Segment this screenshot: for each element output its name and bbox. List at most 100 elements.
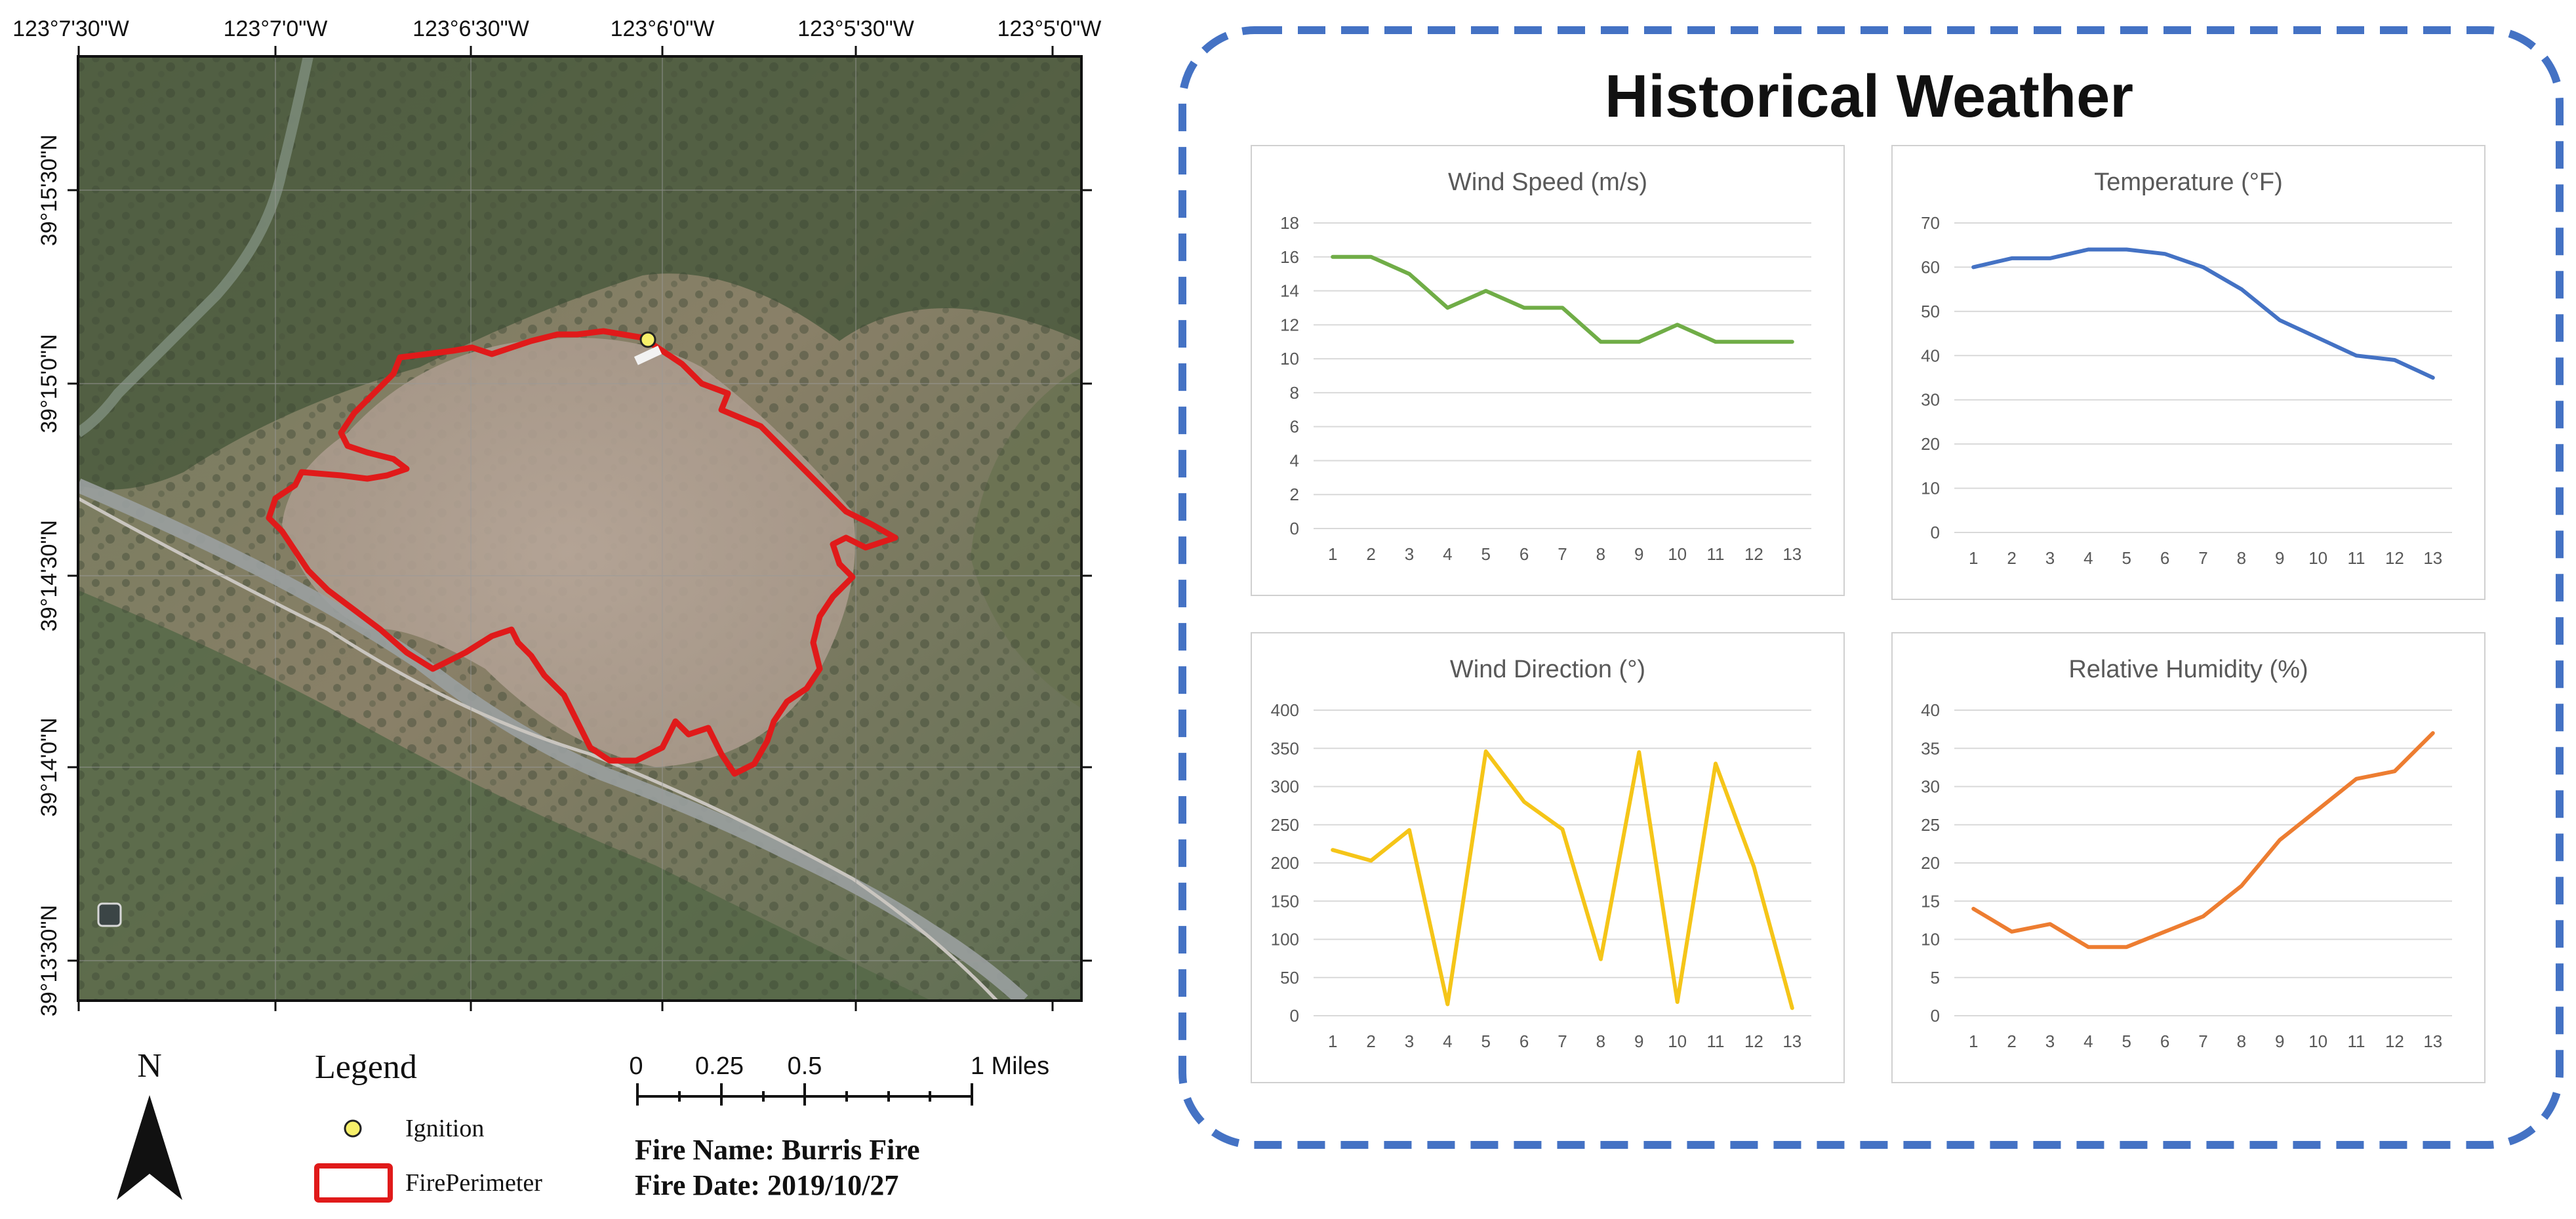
x-tick-label: 13 [1782,544,1801,564]
map-ticks [68,46,1092,1011]
y-tick-label: 25 [1921,815,1940,835]
lon-label: 123°7'30"W [12,16,129,41]
x-tick-label: 5 [1481,1031,1490,1051]
x-tick-label: 1 [1328,1031,1337,1051]
series-line [1331,254,1794,344]
perimeter-legend-label: FirePerimeter [405,1169,542,1197]
x-tick-label: 10 [1668,1031,1687,1051]
x-tick-label: 9 [1634,1031,1643,1051]
y-tick-label: 14 [1280,281,1299,301]
y-tick-label: 20 [1921,853,1940,873]
map-frame [77,55,1083,1002]
series-line [1971,247,2435,380]
chart-title: Wind Direction (°) [1450,656,1645,683]
y-tick-label: 0 [1931,1006,1940,1026]
x-tick-label: 3 [1405,1031,1414,1051]
x-tick-label: 1 [1969,548,1978,568]
y-tick-label: 70 [1921,213,1940,233]
lat-label: 39°15'30"N [37,134,62,246]
lon-label: 123°7'0"W [224,16,328,41]
x-tick-label: 11 [1707,1031,1725,1051]
y-tick-label: 16 [1280,247,1299,267]
series-line [1331,749,1794,1010]
ignition-point [639,331,656,348]
lat-label: 39°14'0"N [37,717,62,816]
scale-label: 0.25 [695,1052,744,1080]
lon-label: 123°6'0"W [611,16,715,41]
x-tick-label: 12 [2385,1031,2404,1051]
legend-title: Legend [315,1049,417,1086]
x-tick-label: 7 [2198,548,2207,568]
x-tick-label: 8 [2237,1031,2246,1051]
y-tick-label: 10 [1921,930,1940,949]
y-tick-label: 350 [1271,738,1299,758]
x-tick-label: 12 [1744,1031,1763,1051]
lat-label: 39°14'30"N [37,520,62,631]
y-tick-label: 400 [1271,700,1299,720]
x-tick-label: 5 [2122,1031,2131,1051]
scale-label: 0.5 [788,1052,822,1080]
lon-label: 123°5'0"W [997,16,1102,41]
y-tick-label: 30 [1921,777,1940,797]
lon-label: 123°6'30"W [413,16,529,41]
road [78,496,998,1001]
x-tick-label: 4 [1443,544,1452,564]
chart-title: Wind Speed (m/s) [1448,169,1647,196]
ignition-legend-icon [344,1119,362,1138]
x-tick-label: 2 [2007,548,2016,568]
panel-title: Historical Weather [1605,63,2133,130]
map: 123°7'30"W 123°7'0"W 123°6'30"W 123°6'0"… [12,16,1102,1203]
structure [634,346,662,365]
fire-perimeter [266,328,898,777]
chart-frame [1891,145,2485,600]
x-tick-label: 7 [1558,1031,1567,1051]
chart-title: Temperature (°F) [2094,169,2283,196]
creek-north [78,56,313,437]
scale-label: 0 [629,1052,643,1080]
chart-frame [1251,632,1845,1083]
x-tick-label: 7 [2198,1031,2207,1051]
x-tick-label: 2 [2007,1031,2016,1051]
y-tick-label: 30 [1921,390,1940,410]
x-tick-label: 10 [1668,544,1687,564]
chart-frame [1891,632,2485,1083]
y-tick-label: 6 [1290,417,1299,437]
x-tick-label: 3 [2045,548,2055,568]
x-tick-label: 8 [1596,544,1605,564]
x-tick-label: 13 [2423,1031,2442,1051]
y-tick-label: 150 [1271,891,1299,911]
x-tick-label: 6 [1519,544,1529,564]
x-tick-label: 6 [2160,548,2169,568]
x-tick-label: 10 [2308,548,2327,568]
y-tick-label: 35 [1921,738,1940,758]
x-tick-label: 8 [2237,548,2246,568]
lon-label: 123°5'30"W [797,16,914,41]
fire-date: Fire Date: 2019/10/27 [635,1169,898,1201]
y-tick-label: 0 [1290,1006,1299,1026]
x-tick-label: 9 [2275,548,2284,568]
y-tick-label: 50 [1280,968,1299,988]
x-tick-label: 4 [2083,1031,2093,1051]
north-label: N [137,1047,162,1085]
weather-panel-border [1178,26,2564,1149]
lat-label: 39°15'0"N [37,334,62,433]
x-tick-label: 8 [1596,1031,1605,1051]
x-tick-label: 13 [1782,1031,1801,1051]
x-tick-label: 9 [2275,1031,2284,1051]
burned-area [282,338,855,767]
river [78,478,1028,1001]
x-tick-label: 6 [2160,1031,2169,1051]
y-tick-label: 250 [1271,815,1299,835]
perimeter-legend-icon [314,1163,393,1203]
y-tick-label: 0 [1931,523,1940,542]
lat-label: 39°13'30"N [37,905,62,1016]
y-tick-label: 50 [1921,302,1940,321]
scale-bar: 0 0.25 0.5 1 Miles [629,1052,1049,1106]
legend: Legend Ignition FirePerimeter [314,1049,542,1203]
x-tick-label: 5 [1481,544,1490,564]
y-tick-label: 60 [1921,257,1940,277]
x-tick-label: 9 [1634,544,1643,564]
